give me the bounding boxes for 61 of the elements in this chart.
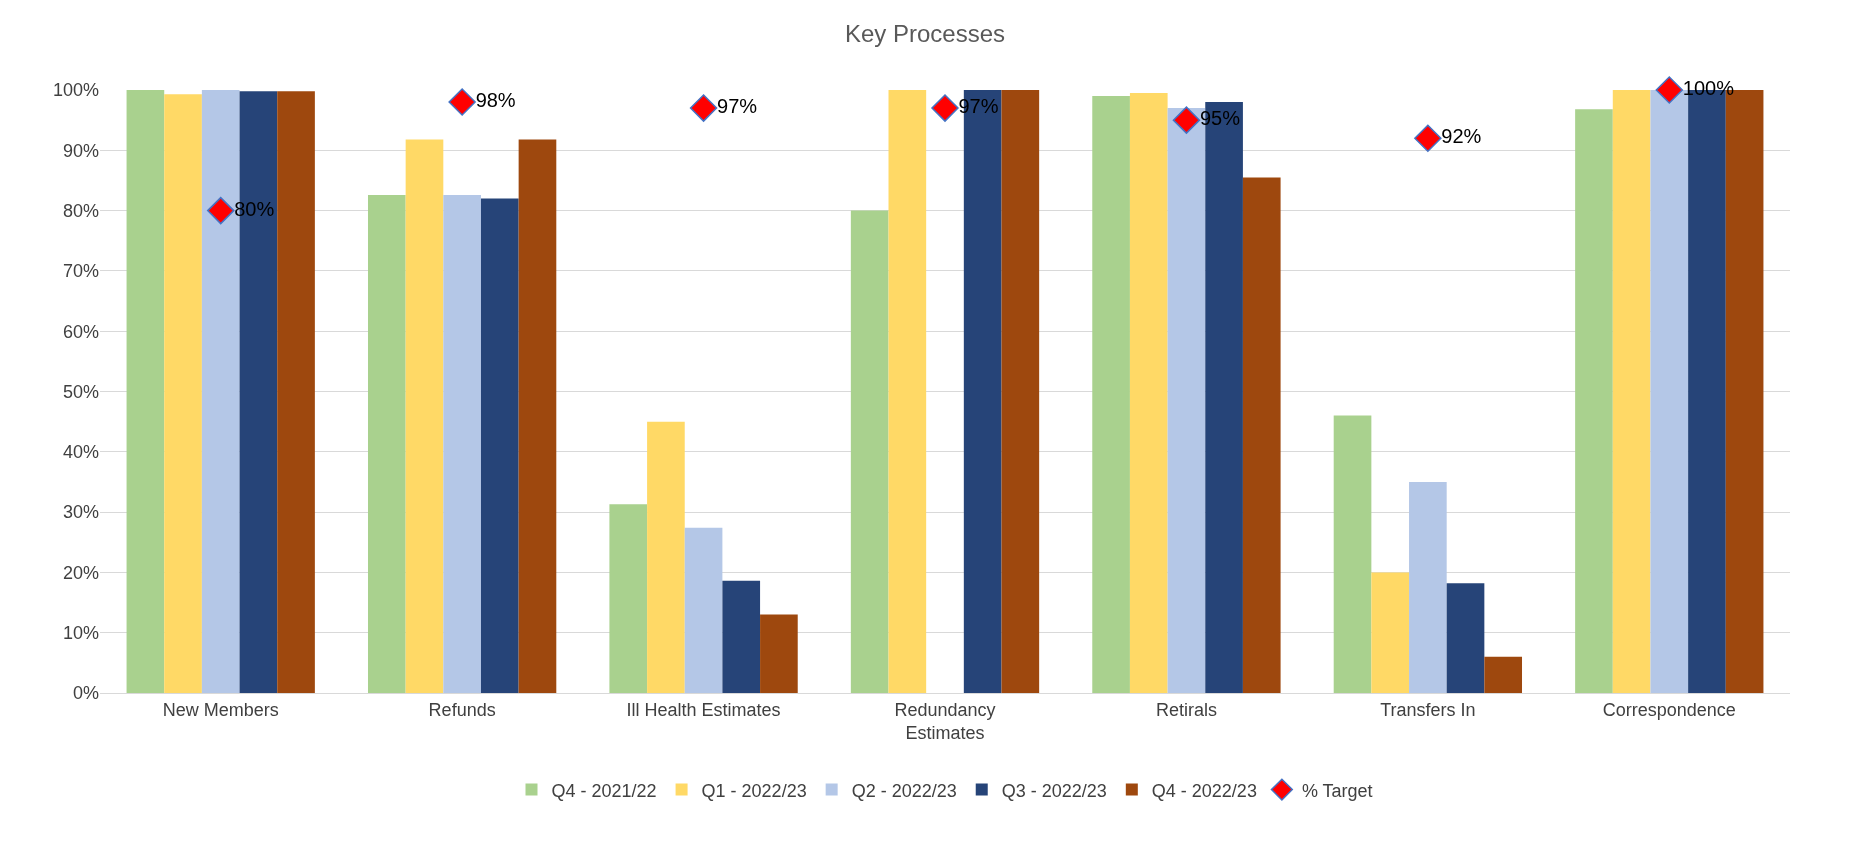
bar: [126, 90, 165, 693]
y-tick-label: 100%: [52, 80, 99, 101]
bar: [850, 210, 889, 693]
bar: [1484, 656, 1523, 693]
point: [1655, 76, 1684, 104]
x-tick-label: Retirals: [1155, 699, 1217, 720]
y-tick-label: 70%: [62, 261, 99, 282]
bar: [1371, 572, 1410, 693]
y-tick-label: 40%: [62, 442, 99, 463]
point: [448, 88, 476, 116]
bar: [1242, 177, 1281, 693]
y-tick-label: 90%: [62, 140, 99, 161]
bar: [518, 139, 557, 693]
legend-label: % Target: [1301, 780, 1373, 801]
bar: [480, 198, 519, 693]
bar: [684, 527, 723, 693]
bar: [647, 421, 685, 693]
y-tick-label: 50%: [62, 381, 99, 402]
bar: [722, 580, 761, 693]
bar: [1612, 90, 1651, 693]
bar: [1333, 415, 1372, 693]
bar: [760, 614, 798, 693]
bar: [1001, 90, 1040, 693]
x-tick-label: Ill Health Estimates: [626, 699, 781, 720]
chart-title: Key Processes: [844, 20, 1006, 48]
legend-label: Q4 - 2022/23: [1151, 780, 1257, 801]
data-label: 98%: [475, 89, 516, 112]
legend-label: Q3 - 2022/23: [1001, 780, 1107, 801]
y-tick-label: 0%: [72, 683, 99, 704]
x-tick-label: Correspondence: [1602, 699, 1736, 720]
point: [931, 94, 959, 122]
x-tick-label: Transfers In: [1380, 699, 1476, 720]
bar: [888, 90, 927, 693]
point: [689, 94, 718, 122]
y-tick-label: 10%: [62, 623, 99, 643]
bar: [1092, 96, 1130, 693]
x-tick-label: New Members: [162, 699, 279, 720]
y-tick-label: 80%: [62, 200, 99, 221]
bar: [367, 194, 406, 693]
data-label: 92%: [1441, 125, 1482, 148]
y-tick-label: 30%: [62, 502, 99, 523]
bar: [1446, 583, 1485, 693]
bar: [443, 194, 481, 693]
bar: [1129, 93, 1168, 693]
legend-label: Q4 - 2021/22: [551, 780, 657, 801]
bar: [1409, 481, 1447, 693]
point: [206, 196, 235, 225]
bar: [164, 94, 202, 693]
point: [1172, 106, 1201, 134]
point: [1414, 124, 1442, 152]
bar: [405, 139, 444, 693]
x-tick-label: Refunds: [428, 699, 496, 720]
legend-label: Q1 - 2022/23: [701, 780, 807, 801]
data-label: 97%: [717, 95, 758, 118]
bar: [1575, 109, 1613, 693]
bar: [277, 91, 315, 693]
legend-label: Q2 - 2022/23: [851, 780, 957, 801]
x-tick-label: Redundancy Estimates: [894, 699, 996, 743]
y-tick-label: 20%: [62, 562, 99, 583]
bar: [609, 504, 648, 693]
y-tick-label: 60%: [62, 321, 99, 342]
